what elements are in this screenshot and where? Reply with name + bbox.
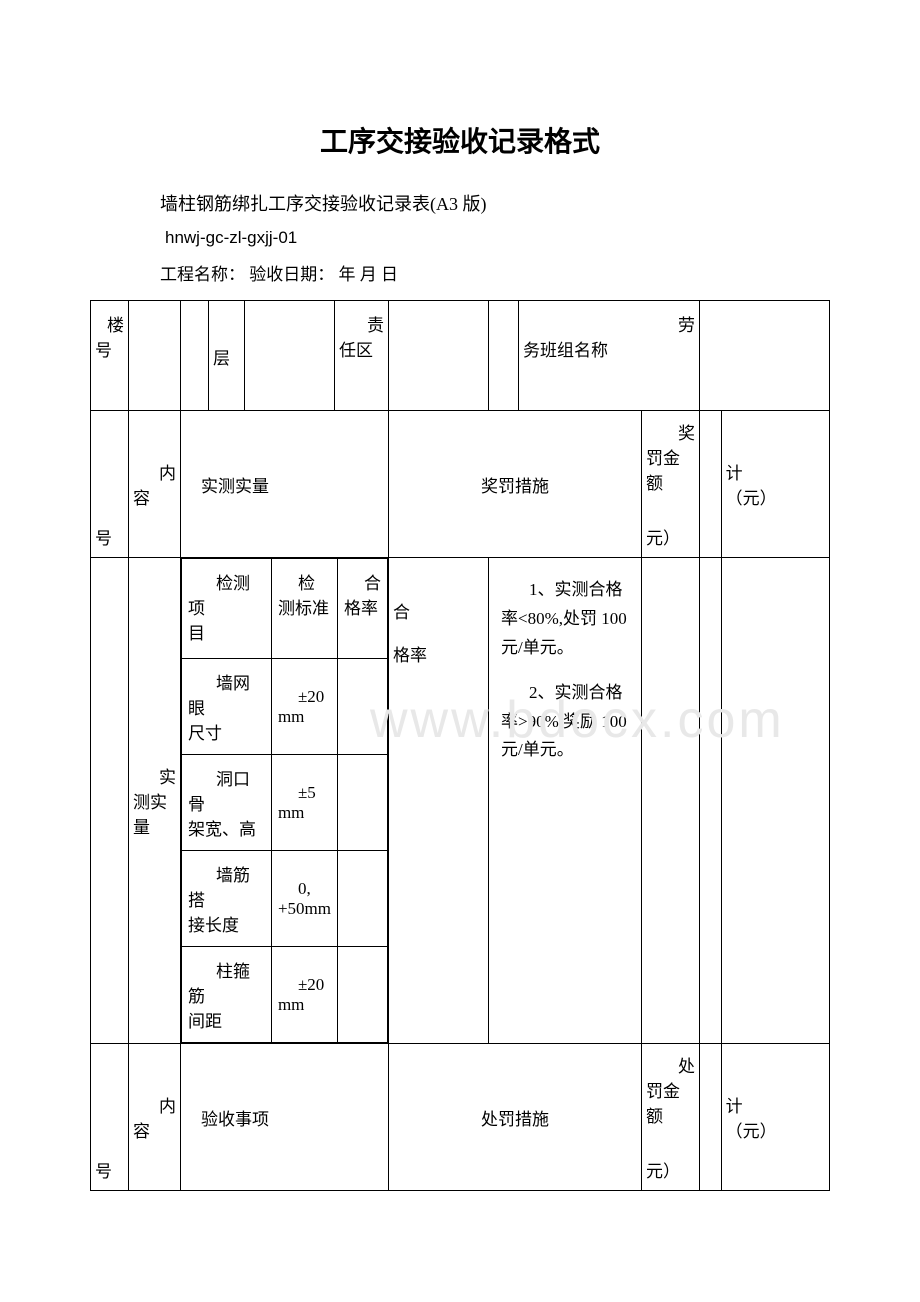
h-blank2 xyxy=(181,301,209,411)
h-team: 劳 务班组名称 xyxy=(519,301,700,411)
r1-reward: 奖罚措施 xyxy=(389,411,642,558)
project-date-line: 工程名称： 验收日期： 年 月 日 xyxy=(90,260,830,285)
h-seq: 楼 号 xyxy=(91,301,129,411)
ir2-b: ±5 mm xyxy=(271,755,337,851)
h-blank1 xyxy=(129,301,181,411)
subtitle: 墙柱钢筋绑扎工序交接验收记录表(A3 版) xyxy=(90,190,830,216)
r1-penalty: 奖 罚金额 元） xyxy=(642,411,700,558)
h-blank5 xyxy=(489,301,519,411)
r2-content: 内 容 xyxy=(129,1044,181,1191)
d-total xyxy=(721,558,829,1044)
r2-reward: 处罚措施 xyxy=(389,1044,642,1191)
ir1-b: ±20 mm xyxy=(271,659,337,755)
h-blank6 xyxy=(700,301,830,411)
d-content-label: 实 测实量 xyxy=(129,558,181,1044)
r1-blank xyxy=(700,411,722,558)
h-floor: 层 xyxy=(209,301,245,411)
main-table: 楼 号 层 责 任区 劳 务班组名称 号 内 容 xyxy=(90,300,830,1191)
ir4-a: 柱箍筋 间距 xyxy=(182,947,272,1043)
r1-measure: 实测实量 xyxy=(181,411,389,558)
page-title: 工序交接验收记录格式 xyxy=(90,120,830,160)
detail-row: 实 测实量 检测项 目 检 测标准 合 xyxy=(91,558,830,1044)
content-header-row2: 号 内 容 验收事项 处罚措施 处 罚金额 元） 计 （元） xyxy=(91,1044,830,1191)
ir3-a: 墙筋搭 接长度 xyxy=(182,851,272,947)
ir4-c xyxy=(338,947,388,1043)
ir3-b: 0, +50mm xyxy=(271,851,337,947)
header-row: 楼 号 层 责 任区 劳 务班组名称 xyxy=(91,301,830,411)
r2-total: 计 （元） xyxy=(721,1044,829,1191)
d-seq xyxy=(91,558,129,1044)
content-header-row1: 号 内 容 实测实量 奖罚措施 奖 罚金额 元） 计 （元） xyxy=(91,411,830,558)
r2-seq: 号 xyxy=(91,1044,129,1191)
r2-penalty: 处 罚金额 元） xyxy=(642,1044,700,1191)
d-blank xyxy=(700,558,722,1044)
ir1-c xyxy=(338,659,388,755)
r2-measure: 验收事项 xyxy=(181,1044,389,1191)
ir3-c xyxy=(338,851,388,947)
h-blank3 xyxy=(245,301,335,411)
r1-seq: 号 xyxy=(91,411,129,558)
d-qualrate: 合 格率 xyxy=(389,558,489,1044)
r1-total: 计 （元） xyxy=(721,411,829,558)
ih-std: 检 测标准 xyxy=(271,559,337,659)
inner-table: 检测项 目 检 测标准 合 格率 xyxy=(181,558,388,1043)
doc-code: hnwj-gc-zl-gxjj-01 xyxy=(90,228,830,248)
r2-blank xyxy=(700,1044,722,1191)
r1-content: 内 容 xyxy=(129,411,181,558)
d-inner-table-cell: 检测项 目 检 测标准 合 格率 xyxy=(181,558,389,1044)
h-zone: 责 任区 xyxy=(335,301,389,411)
ih-item: 检测项 目 xyxy=(182,559,272,659)
ir1-a: 墙网眼 尺寸 xyxy=(182,659,272,755)
h-blank4 xyxy=(389,301,489,411)
ih-rate: 合 格率 xyxy=(338,559,388,659)
ir4-b: ±20 mm xyxy=(271,947,337,1043)
d-reward-text: 1、实测合格率<80%,处罚 100 元/单元。 2、实测合格率>90%,奖励 … xyxy=(489,558,642,1044)
ir2-a: 洞口骨 架宽、高 xyxy=(182,755,272,851)
d-penalty xyxy=(642,558,700,1044)
ir2-c xyxy=(338,755,388,851)
